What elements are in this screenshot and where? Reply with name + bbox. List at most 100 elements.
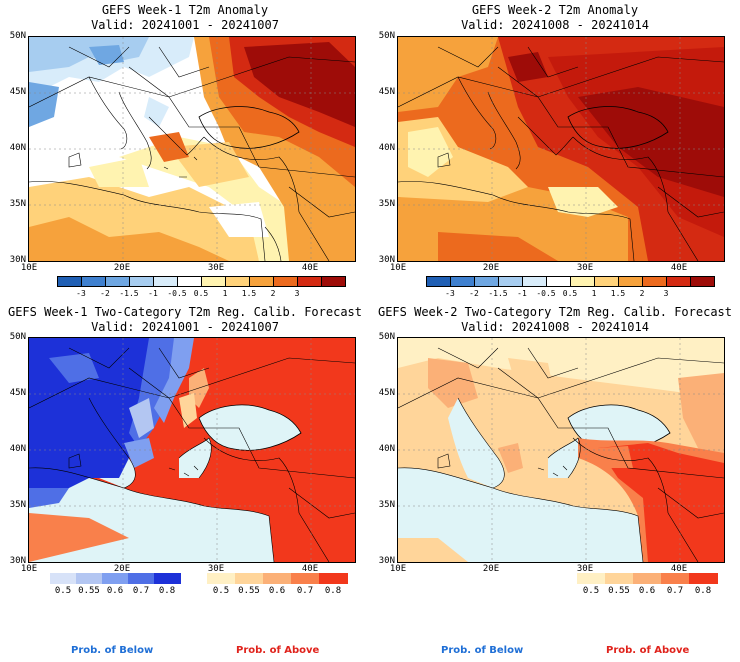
lat-label: 40N: [378, 444, 395, 454]
colorbar-swatch: [633, 573, 662, 584]
colorbar-swatch: [577, 573, 606, 584]
lat-label: 30N: [378, 255, 395, 265]
lat-label: 45N: [378, 87, 395, 97]
footer-prob-below: Prob. of Below: [441, 645, 524, 656]
colorbar-swatch: [291, 573, 320, 584]
lon-label: 40E: [670, 263, 688, 273]
anomaly-map: [397, 36, 725, 262]
colorbar-label: 1: [222, 289, 228, 298]
colorbar-swatch: [177, 276, 202, 287]
colorbar-label: 0.55: [238, 586, 260, 596]
panel-subtitle: Valid: 20241008 - 20241014: [461, 320, 649, 334]
panel-subtitle: Valid: 20241008 - 20241014: [461, 18, 649, 32]
colorbar-swatch: [666, 276, 691, 287]
colorbar-label: -3: [445, 289, 455, 298]
colorbar-swatch: [498, 276, 523, 287]
colorbar-swatch: [249, 276, 274, 287]
colorbar-swatch: [128, 573, 155, 584]
lat-label: 40N: [378, 143, 395, 153]
colorbar-label: -0.5: [536, 289, 556, 298]
lat-label: 45N: [378, 388, 395, 398]
colorbar-label: 0.5: [562, 289, 578, 298]
colorbar-swatch: [129, 276, 154, 287]
colorbar-label: 0.6: [106, 586, 124, 596]
lon-label: 10E: [20, 564, 38, 574]
lon-label: 20E: [113, 263, 131, 273]
panel-week1-probability: GEFS Week-1 Two-Category T2m Reg. Calib.…: [0, 303, 370, 603]
colorbar-label: 0.7: [296, 586, 314, 596]
lat-label: 45N: [9, 87, 26, 97]
lat-label: 50N: [9, 31, 26, 41]
colorbar-swatch: [319, 573, 348, 584]
lat-label: 50N: [9, 332, 26, 342]
panel-title: GEFS Week-2 Two-Category T2m Reg. Calib.…: [377, 305, 732, 319]
probability-above-colorbar: 0.5 0.55 0.6 0.7 0.8: [207, 573, 348, 597]
panel-week1-anomaly: GEFS Week-1 T2m Anomaly Valid: 20241001 …: [0, 0, 370, 300]
colorbar-swatch: [690, 276, 715, 287]
lat-label: 35N: [9, 199, 26, 209]
colorbar-label: 0.6: [268, 586, 286, 596]
anomaly-colorbar: -3 -2 -1.5 -1 -0.5 0.5 1 1.5 2 3: [57, 276, 346, 300]
colorbar-swatch: [642, 276, 667, 287]
lat-label: 35N: [378, 199, 395, 209]
colorbar-label: -2: [100, 289, 110, 298]
colorbar-swatch: [154, 573, 181, 584]
colorbar-swatch: [689, 573, 718, 584]
lat-label: 30N: [378, 556, 395, 566]
colorbar-label: 0.7: [666, 586, 684, 596]
lon-label: 40E: [301, 564, 319, 574]
colorbar-swatch: [105, 276, 130, 287]
colorbar-swatch: [594, 276, 619, 287]
colorbar-swatch: [263, 573, 292, 584]
lat-label: 50N: [378, 332, 395, 342]
colorbar-swatch: [102, 573, 129, 584]
colorbar-label: 1.5: [610, 289, 626, 298]
lon-label: 10E: [389, 564, 407, 574]
colorbar-swatch: [81, 276, 106, 287]
colorbar-label: 2: [270, 289, 276, 298]
colorbar-label: 0.8: [324, 586, 342, 596]
lat-label: 30N: [9, 556, 26, 566]
lon-label: 30E: [207, 263, 225, 273]
colorbar-label: 0.8: [694, 586, 712, 596]
panel-title: GEFS Week-2 T2m Anomaly: [471, 3, 639, 17]
panel-subtitle: Valid: 20241001 - 20241007: [91, 320, 279, 334]
colorbar-swatch: [570, 276, 595, 287]
colorbar-label: 3: [294, 289, 300, 298]
lon-label: 10E: [389, 263, 407, 273]
colorbar-swatch: [661, 573, 690, 584]
colorbar-label: 0.55: [608, 586, 630, 596]
probability-above-colorbar: 0.5 0.55 0.6 0.7 0.8: [577, 573, 718, 597]
colorbar-swatch: [201, 276, 226, 287]
colorbar-label: 3: [663, 289, 669, 298]
colorbar-label: 2: [639, 289, 645, 298]
colorbar-swatch: [297, 276, 322, 287]
lat-label: 40N: [9, 444, 26, 454]
colorbar-swatch: [605, 573, 634, 584]
colorbar-label: 0.5: [582, 586, 600, 596]
panel-week2-anomaly: GEFS Week-2 T2m Anomaly Valid: 20241008 …: [370, 0, 740, 300]
colorbar-label: 1.5: [241, 289, 257, 298]
colorbar-swatch: [474, 276, 499, 287]
probability-map: [28, 337, 356, 563]
colorbar-swatch: [522, 276, 547, 287]
colorbar-swatch: [153, 276, 178, 287]
footer-prob-above: Prob. of Above: [606, 645, 690, 656]
colorbar-label: 0.55: [78, 586, 100, 596]
colorbar-label: -1.5: [488, 289, 508, 298]
colorbar-label: 1: [591, 289, 597, 298]
colorbar-label: 0.5: [193, 289, 209, 298]
lon-label: 20E: [482, 263, 500, 273]
panel-subtitle: Valid: 20241001 - 20241007: [91, 18, 279, 32]
colorbar-swatch: [207, 573, 236, 584]
lon-label: 30E: [576, 263, 594, 273]
colorbar-swatch: [426, 276, 451, 287]
colorbar-label: 0.8: [158, 586, 176, 596]
colorbar-swatch: [618, 276, 643, 287]
lat-label: 35N: [378, 500, 395, 510]
lon-label: 40E: [670, 564, 688, 574]
colorbar-swatch: [450, 276, 475, 287]
colorbar-swatch: [76, 573, 103, 584]
colorbar-swatch: [546, 276, 571, 287]
lat-label: 45N: [9, 388, 26, 398]
